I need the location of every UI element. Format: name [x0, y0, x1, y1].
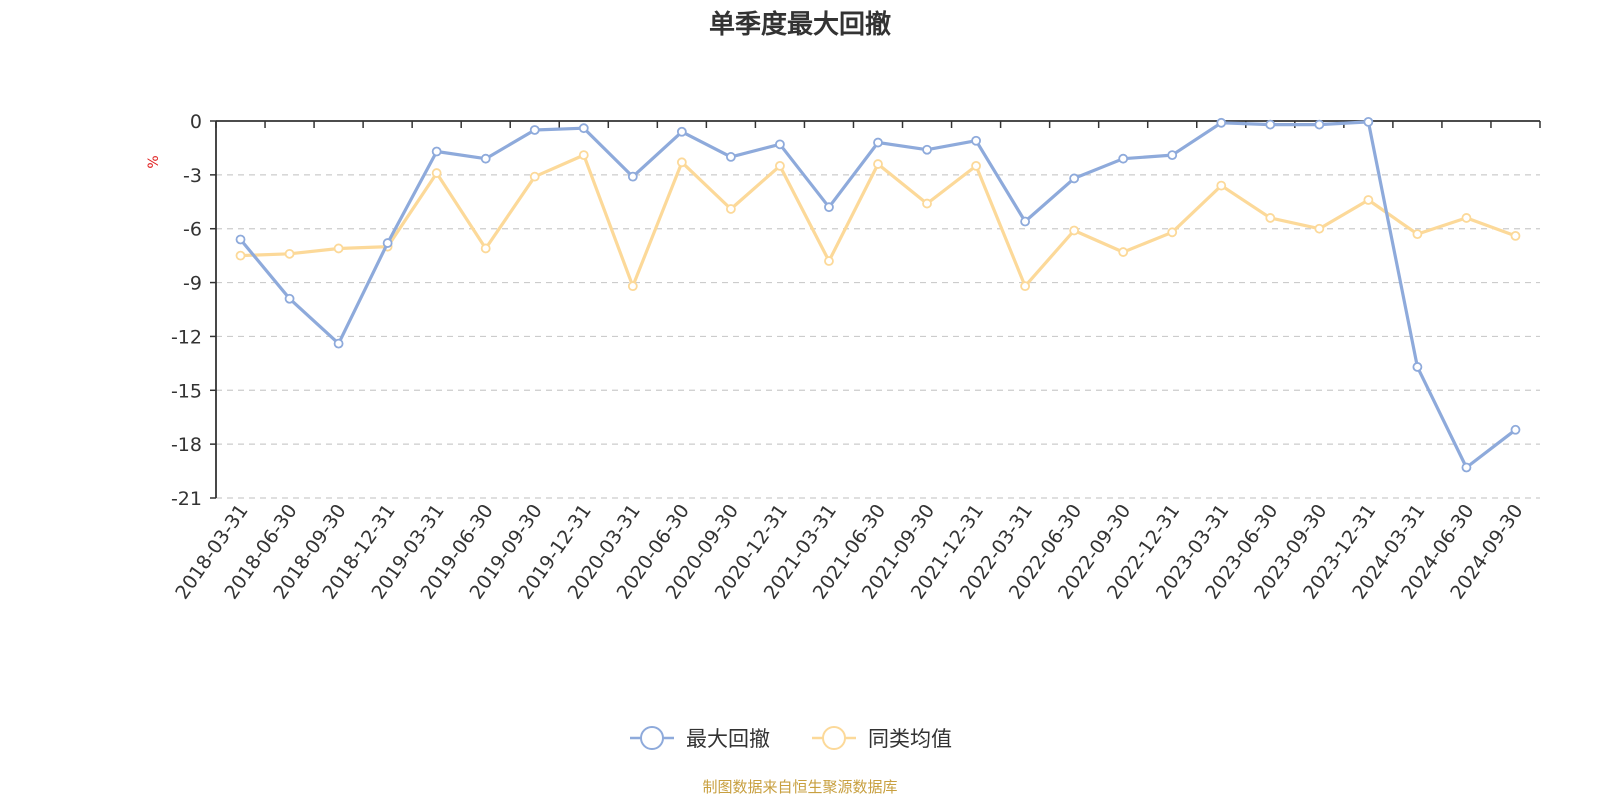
data-point[interactable]: [725, 204, 736, 214]
data-point[interactable]: [382, 238, 393, 248]
y-tick-label: -12: [171, 326, 202, 348]
y-tick-label: -6: [183, 219, 202, 241]
data-point[interactable]: [725, 152, 736, 162]
data-point[interactable]: [480, 243, 491, 254]
data-point[interactable]: [578, 150, 589, 161]
data-point[interactable]: [775, 160, 785, 171]
data-point[interactable]: [676, 126, 687, 137]
data-point[interactable]: [284, 248, 295, 259]
data-point[interactable]: [873, 137, 883, 148]
data-point[interactable]: [1167, 150, 1178, 161]
series-2: [235, 150, 1521, 292]
data-point[interactable]: [333, 243, 344, 254]
data-point[interactable]: [1510, 230, 1521, 241]
grid-lines: [216, 174, 1540, 499]
y-axis-unit: %: [146, 155, 162, 168]
data-point[interactable]: [1069, 225, 1080, 236]
legend-item[interactable]: 最大回撤: [630, 726, 770, 751]
data-point[interactable]: [529, 125, 540, 135]
y-tick-label: 0: [190, 111, 202, 133]
data-point[interactable]: [431, 146, 442, 157]
data-point[interactable]: [922, 144, 932, 155]
data-point[interactable]: [1020, 281, 1031, 292]
data-point[interactable]: [235, 234, 246, 245]
data-point[interactable]: [971, 160, 981, 171]
data-point[interactable]: [971, 135, 981, 146]
data-point[interactable]: [775, 139, 785, 150]
y-tick-label: -18: [171, 434, 202, 456]
series-1: [235, 116, 1521, 473]
data-point[interactable]: [1363, 116, 1374, 127]
legend-item[interactable]: 同类均值: [812, 726, 952, 751]
data-point[interactable]: [529, 171, 540, 182]
data-point[interactable]: [627, 171, 638, 182]
data-point[interactable]: [824, 202, 834, 213]
legend-marker-icon: [640, 726, 664, 750]
data-point[interactable]: [676, 157, 687, 168]
data-point[interactable]: [627, 281, 638, 292]
data-point[interactable]: [480, 153, 491, 164]
data-point[interactable]: [1461, 213, 1472, 223]
source-note: 制图数据来自恒生聚源数据库: [702, 778, 897, 796]
series-layer: [235, 116, 1521, 473]
y-tick-label: -3: [183, 165, 202, 187]
data-point[interactable]: [1167, 227, 1178, 238]
data-point[interactable]: [333, 338, 344, 349]
data-point[interactable]: [1216, 180, 1227, 191]
data-point[interactable]: [235, 250, 246, 261]
data-point[interactable]: [1461, 462, 1472, 473]
data-point[interactable]: [922, 198, 932, 209]
data-point[interactable]: [1314, 223, 1325, 234]
data-point[interactable]: [1412, 362, 1423, 372]
data-point[interactable]: [1412, 229, 1423, 240]
data-point[interactable]: [1265, 213, 1276, 223]
y-tick-label: -15: [171, 380, 202, 402]
data-point[interactable]: [431, 168, 442, 178]
data-point[interactable]: [873, 159, 883, 169]
data-point[interactable]: [1118, 247, 1129, 257]
data-point[interactable]: [1216, 117, 1227, 128]
legend-label: 同类均值: [868, 727, 952, 751]
data-point[interactable]: [1363, 195, 1374, 205]
data-point[interactable]: [1510, 424, 1521, 435]
y-tick-label: -21: [171, 488, 202, 510]
data-point[interactable]: [578, 123, 589, 134]
data-point[interactable]: [824, 256, 834, 266]
data-point[interactable]: [284, 293, 295, 304]
data-point[interactable]: [1069, 173, 1080, 184]
data-point[interactable]: [1265, 119, 1276, 130]
y-tick-label: -9: [183, 273, 202, 295]
legend[interactable]: 最大回撤 同类均值: [630, 726, 952, 751]
series-line: [239, 120, 1517, 470]
data-point[interactable]: [1118, 153, 1129, 164]
data-point[interactable]: [1020, 216, 1031, 227]
axes: 0-3-6-9-12-15-18-212018-03-312018-06-302…: [171, 111, 1541, 603]
legend-marker-icon: [822, 726, 846, 750]
data-point[interactable]: [1314, 119, 1325, 130]
chart-title: 单季度最大回撤: [709, 9, 891, 40]
legend-label: 最大回撤: [686, 727, 770, 751]
